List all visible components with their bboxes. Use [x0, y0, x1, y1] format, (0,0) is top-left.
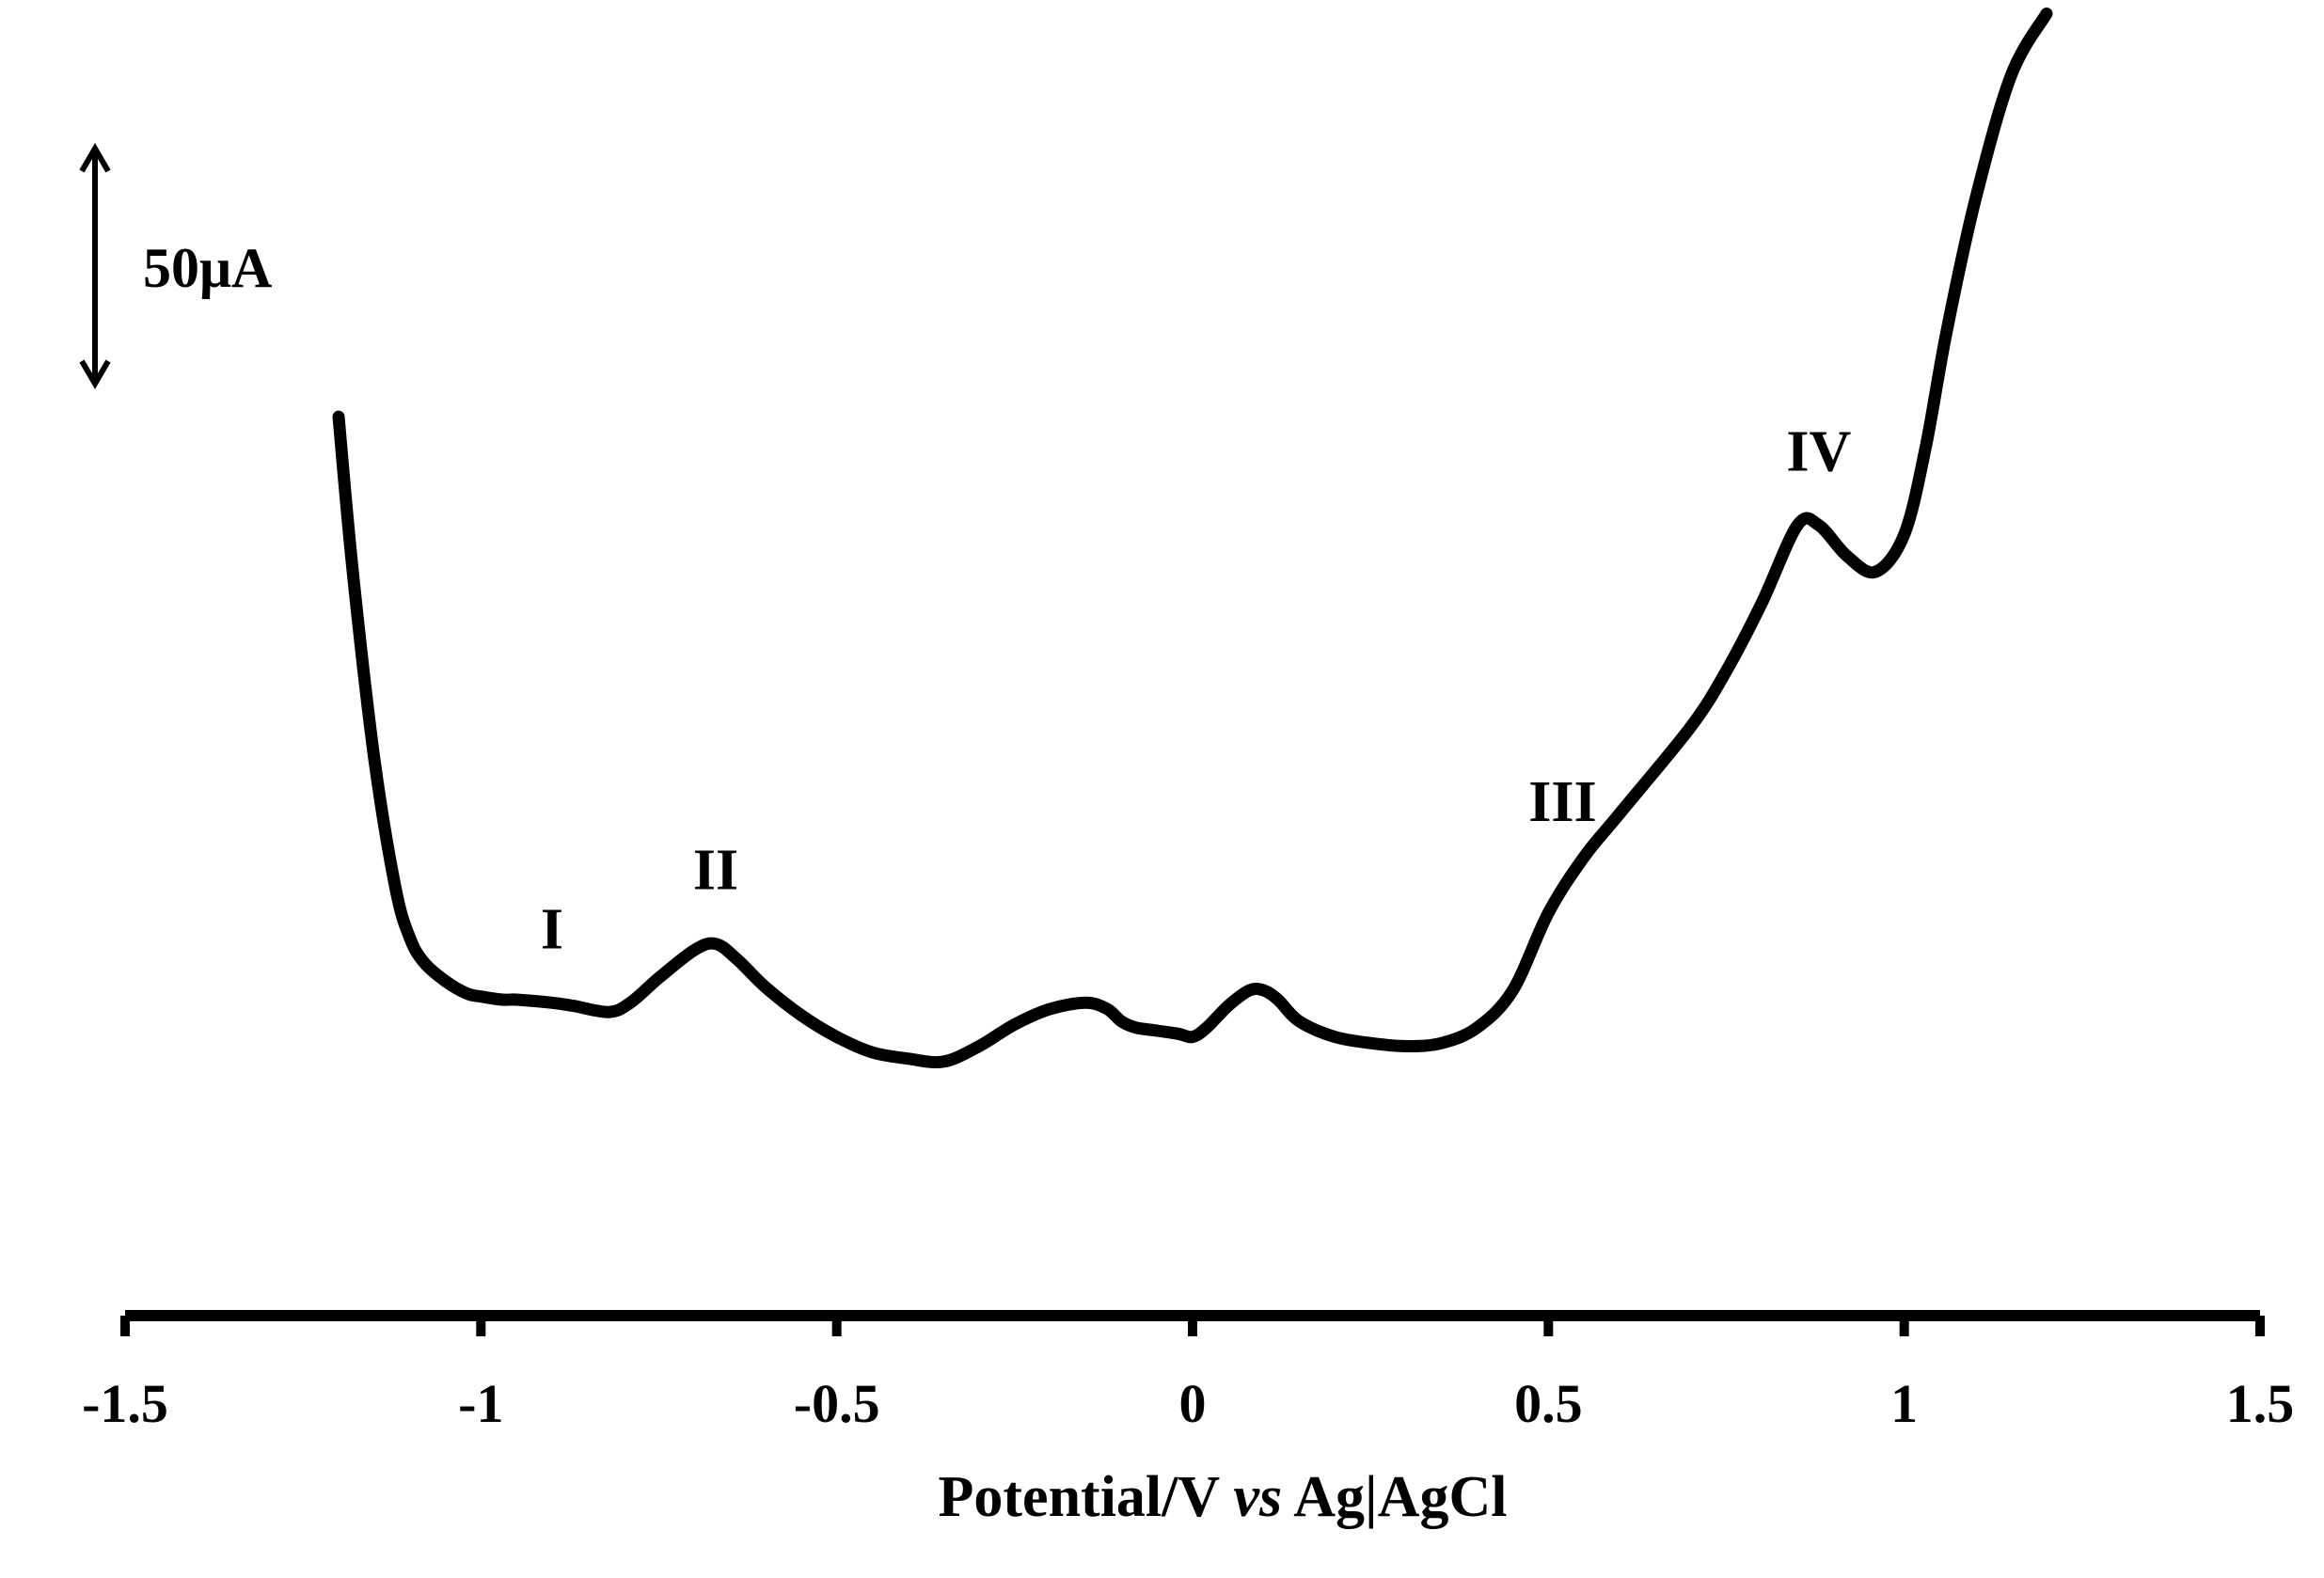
scale-bar-label: 50μA	[143, 237, 272, 299]
peak-label: I	[541, 897, 563, 961]
scale-bar: 50μA	[79, 143, 272, 389]
scale-bar-arrow-down-icon	[79, 359, 111, 389]
plot-area	[332, 8, 2053, 1069]
x-ticks: -1.5 -1 -0.5 0 0.5 1 1.5	[82, 1316, 2294, 1434]
x-tick-label: -0.5	[794, 1373, 880, 1434]
peak-label: IV	[1786, 420, 1851, 484]
x-tick-label: 0	[1179, 1373, 1207, 1434]
series-line	[332, 8, 2053, 1069]
x-axis-label-prefix: Potential/V	[939, 1465, 1234, 1529]
x-axis-label-italic: vs	[1234, 1465, 1283, 1529]
x-axis: -1.5 -1 -0.5 0 0.5 1 1.5 Potential/V vs Ag|AgC…	[82, 1310, 2294, 1529]
x-axis-label: Potential/V vs Ag|AgCl	[939, 1465, 1508, 1529]
x-axis-label-suffix: Ag|AgCl	[1282, 1465, 1507, 1529]
x-tick-label: -1	[458, 1373, 503, 1434]
peak-label: III	[1528, 770, 1596, 834]
x-tick-label: 1	[1890, 1373, 1918, 1434]
x-tick-label: -1.5	[82, 1373, 168, 1434]
scale-bar-arrow-up-icon	[79, 143, 111, 173]
peak-label: II	[693, 839, 738, 903]
x-tick-label: 1.5	[2226, 1373, 2295, 1434]
x-tick-label: 0.5	[1514, 1373, 1583, 1434]
